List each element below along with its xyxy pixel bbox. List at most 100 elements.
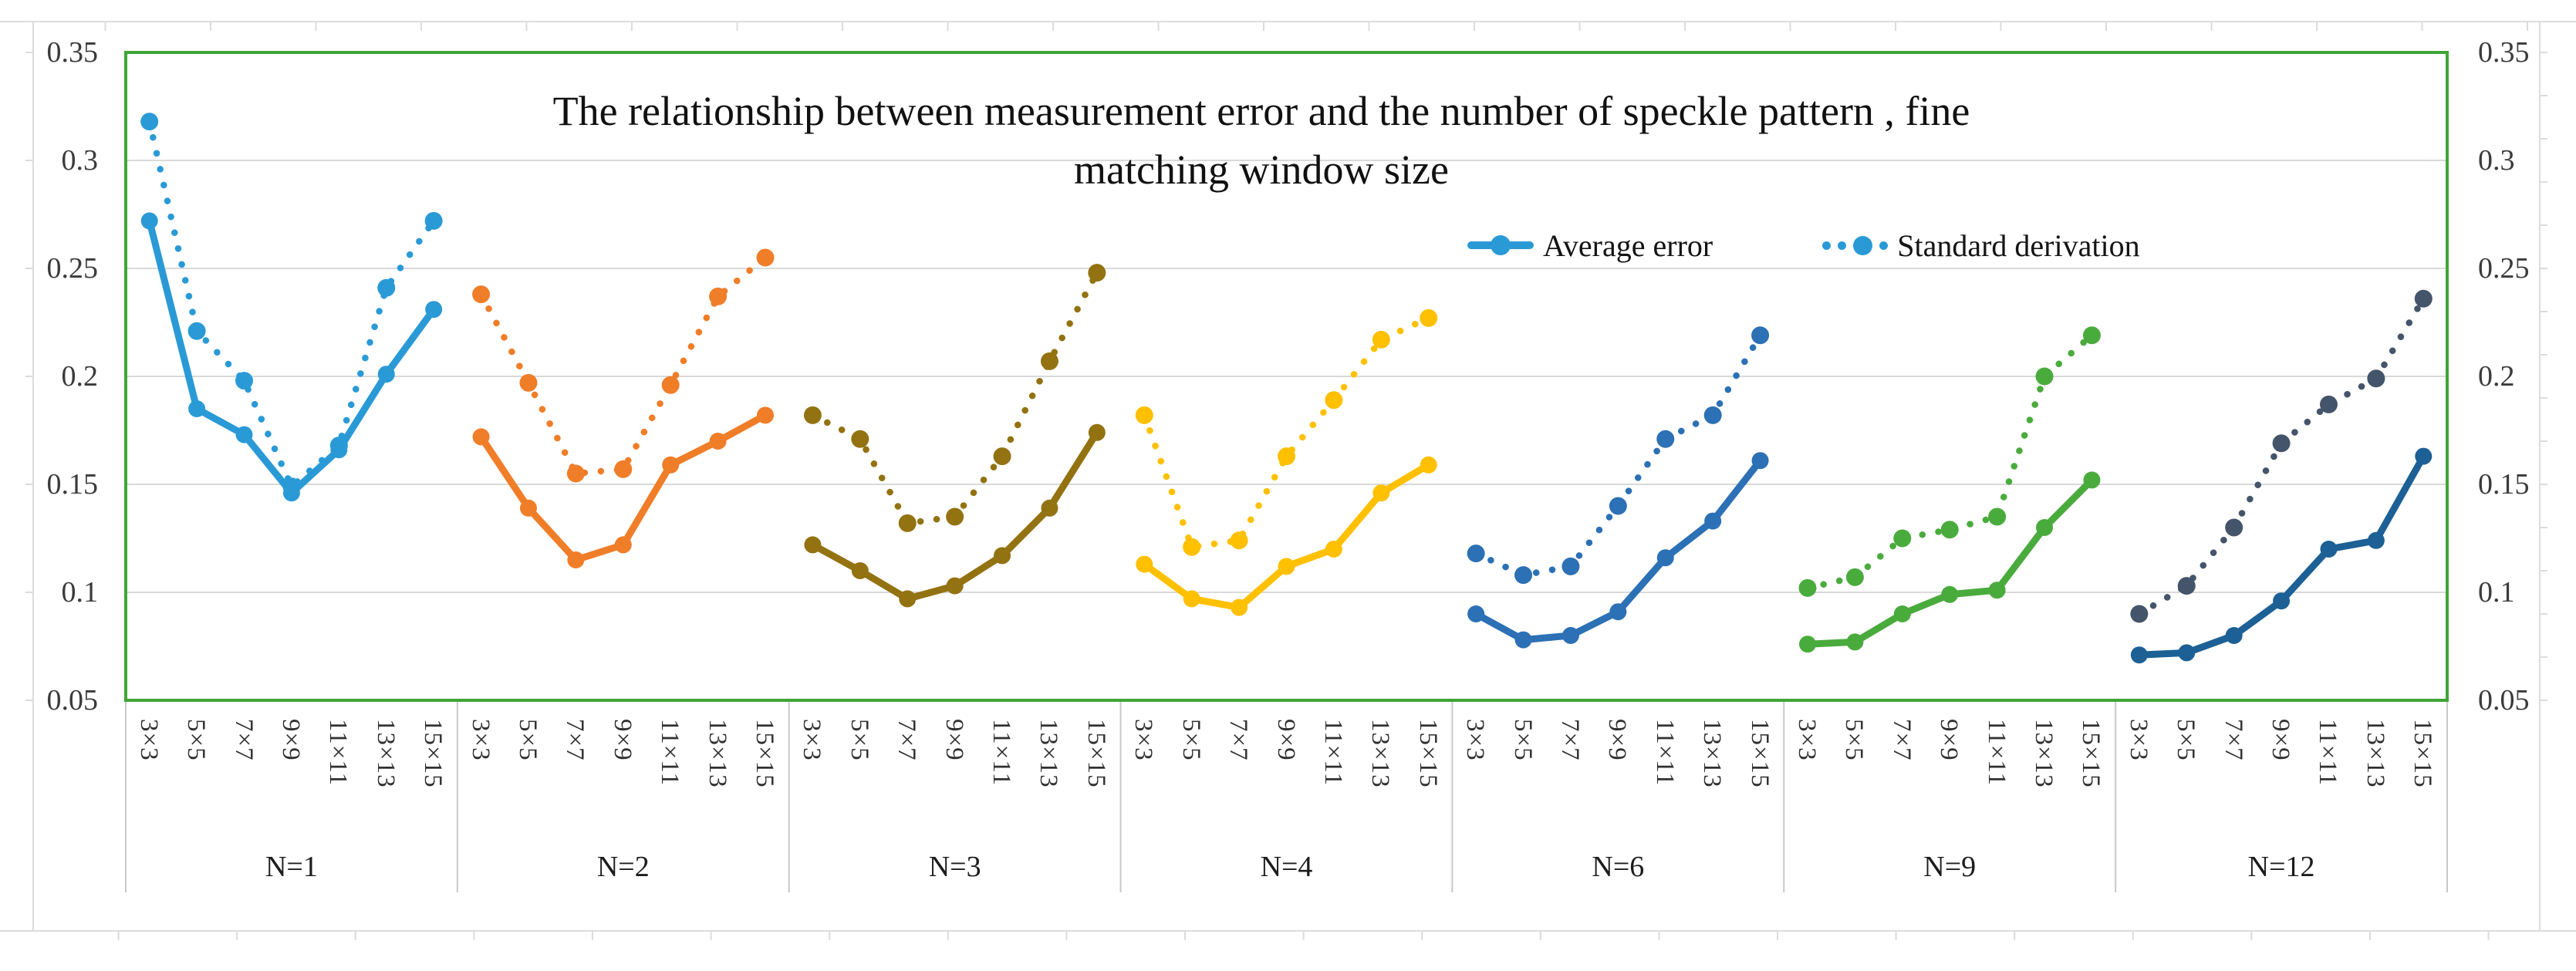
data-point-avg-N=4-13×13 (1372, 484, 1390, 502)
data-point-std-N=2-5×5 (519, 373, 538, 392)
data-point-std-N=6-9×9 (1609, 497, 1627, 515)
x-axis-category-N=2-7×7: 7×7 (561, 719, 589, 761)
data-point-avg-N=9-13×13 (2036, 519, 2054, 536)
x-axis-category-N=3-5×5: 5×5 (845, 719, 873, 761)
data-point-std-N=9-7×7 (1893, 529, 1912, 548)
data-point-std-N=2-13×13 (709, 287, 728, 305)
x-axis-category-N=12-7×7: 7×7 (2219, 719, 2247, 761)
x-axis-category-N=6-5×5: 5×5 (1508, 719, 1537, 761)
data-point-std-N=3-9×9 (946, 507, 964, 526)
data-point-avg-N=4-15×15 (1420, 456, 1437, 474)
chart-title-line2: matching window size (1074, 147, 1449, 193)
x-axis-category-N=1-5×5: 5×5 (182, 719, 211, 761)
x-axis-category-N=3-15×15: 15×15 (1082, 719, 1110, 788)
data-point-avg-N=2-13×13 (709, 433, 727, 450)
legend-item-average-error: Average error (1467, 228, 1713, 264)
y-axis-tick-right-0.2: 0.2 (2478, 360, 2515, 393)
x-axis-category-N=9-13×13: 13×13 (2030, 719, 2058, 788)
x-axis-category-N=3-11×11: 11×11 (988, 719, 1016, 787)
series-average-error-N=6 (1467, 452, 1769, 649)
series-standard-derivation-N=12 (2130, 289, 2433, 623)
data-point-std-N=2-7×7 (566, 464, 585, 483)
data-point-std-N=1-3×3 (140, 113, 159, 131)
data-point-avg-N=4-9×9 (1278, 558, 1295, 575)
series-standard-derivation-N=4 (1135, 308, 1438, 556)
y-axis-tick-left-0.05: 0.05 (46, 684, 99, 716)
group-label-N=4: N=4 (1260, 851, 1313, 883)
data-point-std-N=4-3×3 (1135, 406, 1153, 424)
plot-frame (124, 51, 2449, 702)
x-axis-category-N=4-13×13: 13×13 (1366, 719, 1395, 788)
data-point-avg-N=2-15×15 (757, 406, 775, 424)
data-point-std-N=12-5×5 (2177, 577, 2196, 595)
x-axis-category-N=2-5×5: 5×5 (513, 719, 542, 761)
x-axis-category-N=6-13×13: 13×13 (1698, 719, 1727, 788)
x-axis-category-N=12-3×3: 3×3 (2124, 719, 2152, 761)
x-axis-category-N=1-7×7: 7×7 (229, 719, 258, 761)
data-point-avg-N=6-7×7 (1561, 627, 1579, 644)
data-point-avg-N=1-7×7 (235, 426, 253, 443)
x-axis-category-N=4-7×7: 7×7 (1224, 719, 1253, 761)
data-point-std-N=2-9×9 (614, 460, 633, 478)
data-point-std-N=6-3×3 (1467, 545, 1485, 563)
y-axis-tick-right-0.15: 0.15 (2478, 468, 2530, 501)
data-point-avg-N=6-3×3 (1467, 605, 1485, 622)
data-point-std-N=12-9×9 (2272, 434, 2291, 453)
data-point-std-N=3-13×13 (1040, 352, 1058, 370)
x-axis-category-N=6-11×11: 11×11 (1650, 719, 1679, 787)
y-axis-tick-left-0.15: 0.15 (46, 468, 99, 501)
x-axis-category-N=12-5×5: 5×5 (2172, 719, 2200, 761)
data-point-std-N=4-7×7 (1230, 531, 1248, 550)
legend: Average error Standard derivation (1467, 227, 2140, 264)
data-point-std-N=9-11×11 (1988, 507, 2007, 526)
data-point-avg-N=12-5×5 (2178, 644, 2196, 662)
data-point-avg-N=2-11×11 (662, 456, 680, 474)
group-divider-lines (125, 700, 2448, 892)
data-point-avg-N=12-11×11 (2320, 541, 2338, 558)
data-point-avg-N=12-9×9 (2273, 592, 2291, 610)
x-axis-category-N=12-11×11: 11×11 (2314, 719, 2342, 787)
data-point-avg-N=3-5×5 (851, 562, 869, 579)
x-axis-category-N=6-7×7: 7×7 (1555, 719, 1584, 761)
legend-item-standard-derivation: Standard derivation (1822, 228, 2140, 264)
x-axis-category-N=3-13×13: 13×13 (1035, 719, 1063, 788)
x-axis-category-N=4-15×15: 15×15 (1413, 719, 1442, 788)
y-axis-tick-right-0.25: 0.25 (2478, 252, 2530, 285)
data-point-avg-N=4-3×3 (1136, 555, 1153, 573)
dotted-line-legend-icon (1822, 235, 1889, 255)
data-point-std-N=4-9×9 (1278, 447, 1295, 466)
data-point-avg-N=12-3×3 (2130, 646, 2148, 664)
x-axis-category-N=2-3×3: 3×3 (466, 719, 495, 761)
data-point-avg-N=6-11×11 (1656, 549, 1674, 567)
data-point-std-N=1-13×13 (377, 278, 396, 297)
data-point-avg-N=6-15×15 (1751, 452, 1769, 470)
data-point-avg-N=6-9×9 (1609, 603, 1627, 621)
x-axis-category-N=1-11×11: 11×11 (324, 719, 353, 787)
x-axis-category-N=6-15×15: 15×15 (1745, 719, 1774, 788)
data-point-std-N=12-11×11 (2319, 395, 2338, 413)
x-axis-category-N=4-3×3: 3×3 (1129, 719, 1158, 761)
data-point-std-N=2-3×3 (472, 285, 491, 304)
data-point-avg-N=9-9×9 (1941, 585, 1959, 603)
y-axis-tick-right-0.1: 0.1 (2478, 576, 2515, 609)
data-point-std-N=6-7×7 (1561, 557, 1580, 575)
data-point-std-N=1-7×7 (235, 372, 254, 390)
solid-line-legend-icon (1467, 235, 1534, 255)
group-label-N=12: N=12 (2247, 851, 2315, 883)
data-point-avg-N=12-15×15 (2415, 447, 2433, 465)
gridlines (126, 160, 2447, 593)
x-axis-category-N=3-3×3: 3×3 (798, 719, 826, 761)
series-average-error-N=4 (1136, 456, 1437, 616)
data-point-avg-N=2-9×9 (614, 536, 632, 554)
data-point-avg-N=2-3×3 (472, 428, 490, 446)
x-axis-category-N=9-15×15: 15×15 (2077, 719, 2105, 788)
data-point-std-N=3-3×3 (803, 406, 822, 424)
data-point-std-N=6-5×5 (1514, 566, 1533, 585)
data-point-std-N=4-11×11 (1325, 391, 1343, 410)
y-axis-tick-right-0.3: 0.3 (2478, 144, 2515, 177)
data-point-avg-N=1-11×11 (330, 441, 348, 459)
data-point-std-N=9-3×3 (1798, 578, 1817, 597)
data-point-std-N=3-7×7 (898, 514, 917, 532)
x-axis-category-N=2-9×9: 9×9 (608, 719, 636, 761)
data-point-avg-N=4-11×11 (1325, 541, 1342, 558)
